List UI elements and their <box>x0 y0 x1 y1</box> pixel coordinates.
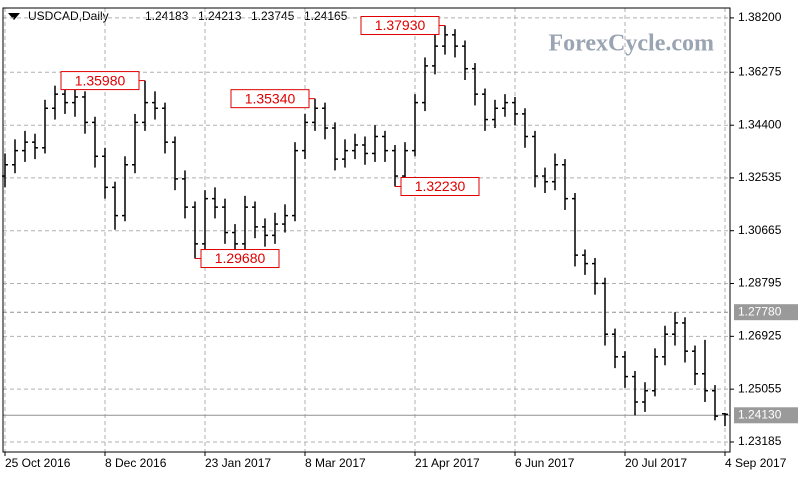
chart-title: USDCAD,Daily <box>28 9 109 23</box>
annotation-box <box>360 16 440 36</box>
watermark: ForexCycle.com <box>549 31 714 57</box>
y-tick-label: 1.32535 <box>738 170 782 184</box>
annotation-box <box>400 177 480 197</box>
annotation-box <box>60 71 140 91</box>
x-tick-label: 21 Apr 2017 <box>415 456 480 470</box>
plot-frame <box>2 7 731 453</box>
y-tick-label: 1.25055 <box>738 381 782 395</box>
header-high: 1.24213 <box>198 9 242 23</box>
level-label: 1.24130 <box>738 407 782 421</box>
annotation-label: 1.29680 <box>215 250 266 266</box>
annotation-label: 1.35340 <box>245 90 296 106</box>
annotation-label: 1.35980 <box>75 72 126 88</box>
y-tick-label: 1.30665 <box>738 223 782 237</box>
level-label-box <box>734 407 798 424</box>
header-low: 1.23745 <box>251 9 295 23</box>
annotation-box <box>230 89 310 109</box>
level-label-box <box>734 304 798 321</box>
x-tick-label: 25 Oct 2016 <box>5 456 71 470</box>
x-tick-label: 23 Jan 2017 <box>205 456 271 470</box>
x-tick-label: 6 Jun 2017 <box>515 456 575 470</box>
x-tick-label: 8 Mar 2017 <box>305 456 366 470</box>
header-icon <box>8 13 20 20</box>
level-label: 1.27780 <box>738 304 782 318</box>
annotation-box <box>200 249 280 269</box>
y-tick-label: 1.26925 <box>738 329 782 343</box>
y-tick-label: 1.34400 <box>738 117 782 131</box>
y-tick-label: 1.23185 <box>738 434 782 448</box>
annotation-label: 1.37930 <box>375 17 426 33</box>
header-open: 1.24183 <box>145 9 189 23</box>
header-close: 1.24165 <box>304 9 348 23</box>
annotation-label: 1.32230 <box>415 178 466 194</box>
x-tick-label: 20 Jul 2017 <box>625 456 687 470</box>
y-tick-label: 1.36275 <box>738 64 782 78</box>
y-tick-label: 1.38200 <box>738 10 782 24</box>
x-tick-label: 8 Dec 2016 <box>105 456 167 470</box>
y-tick-label: 1.28795 <box>738 276 782 290</box>
x-tick-label: 4 Sep 2017 <box>725 456 787 470</box>
